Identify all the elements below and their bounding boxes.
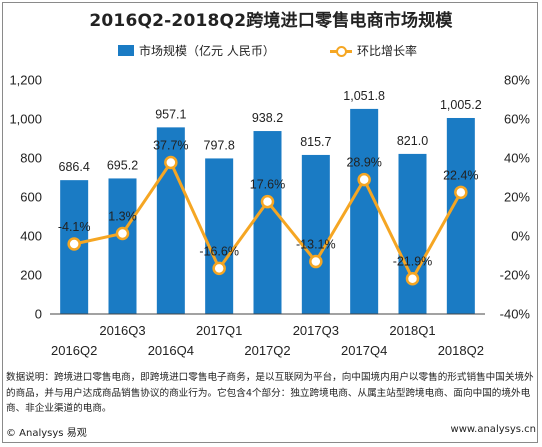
y-right-tick-label: -20% [500, 268, 531, 283]
y-left-tick-label: 400 [20, 229, 42, 244]
growth-rate-label: -13.1% [296, 238, 336, 252]
growth-rate-point [212, 261, 226, 276]
y-left-tick-label: 1,200 [9, 73, 42, 88]
x-tick-label: 2017Q1 [196, 323, 242, 338]
x-tick-label: 2016Q2 [51, 343, 97, 358]
bar [301, 154, 330, 314]
bar [253, 131, 282, 314]
y-right-tick-label: 20% [504, 190, 530, 205]
y-left-tick-label: 1,000 [9, 112, 42, 127]
legend-line-label: 环比增长率 [357, 44, 418, 58]
bar-value-label: 797.8 [204, 138, 235, 152]
growth-rate-point [115, 226, 130, 241]
bar-value-label: 821.0 [397, 134, 428, 148]
bar [156, 127, 185, 314]
growth-rate-point [454, 185, 468, 200]
y-left-tick-label: 600 [20, 190, 42, 205]
bar-value-label: 957.1 [155, 107, 186, 121]
bar [398, 153, 427, 314]
growth-rate-point [67, 237, 81, 251]
legend-item-bar: 市场规模（亿元 人民币） [118, 42, 275, 59]
x-tick-label: 2018Q2 [438, 343, 484, 358]
footer-brand: © Analysys 易观 [6, 428, 87, 439]
x-tick-label: 2018Q1 [389, 323, 435, 338]
x-tick-label: 2017Q3 [293, 323, 339, 338]
growth-rate-label: -4.1% [58, 220, 91, 234]
growth-rate-label: 17.6% [250, 178, 285, 192]
growth-rate-label: -16.6% [199, 244, 239, 258]
growth-rate-label: -21.9% [393, 255, 433, 269]
y-right-tick-label: 60% [504, 112, 530, 127]
y-right-tick-label: 80% [504, 73, 530, 88]
y-left-tick-label: 0 [35, 307, 42, 322]
bar-value-label: 1,051.8 [343, 89, 385, 103]
bar [446, 117, 475, 315]
growth-rate-point [164, 155, 178, 170]
bar [350, 108, 379, 314]
bar-value-label: 1,005.2 [440, 98, 482, 112]
y-right-tick-label: -40% [500, 307, 531, 322]
bar-value-label: 938.2 [252, 111, 283, 125]
growth-rate-label: 37.7% [153, 138, 188, 152]
growth-rate-label: 28.9% [346, 156, 381, 170]
bar [108, 178, 137, 314]
legend-bar-label: 市场规模（亿元 人民币） [139, 44, 275, 58]
x-tick-label: 2016Q4 [148, 343, 194, 358]
footer-url: www.analysys.cn [450, 424, 536, 435]
bar-value-label: 815.7 [300, 135, 331, 149]
growth-rate-label: 22.4% [443, 168, 478, 182]
growth-rate-point [309, 254, 323, 269]
growth-rate-point [405, 271, 420, 286]
growth-rate-point [260, 194, 275, 209]
bar-value-label: 686.4 [59, 160, 90, 174]
y-left-tick-label: 200 [20, 268, 42, 283]
legend-item-line: 环比增长率 [330, 42, 417, 59]
legend-bar-swatch [118, 45, 134, 56]
legend-line-swatch [330, 45, 352, 57]
chart-title: 2016Q2-2018Q2跨境进口零售电商市场规模 [89, 11, 453, 31]
x-tick-label: 2016Q3 [99, 323, 145, 338]
y-right-tick-label: 40% [504, 151, 530, 166]
growth-rate-label: 1.3% [108, 209, 137, 223]
x-tick-label: 2017Q2 [244, 343, 290, 358]
growth-rate-point [357, 172, 371, 187]
x-tick-label: 2017Q4 [341, 343, 387, 358]
y-right-tick-label: 0% [511, 229, 530, 244]
bar [205, 158, 234, 314]
y-left-tick-label: 800 [20, 151, 42, 166]
bar-value-label: 695.2 [107, 158, 138, 172]
data-note: 数据说明：跨境进口零售电商，即跨境进口零售电子商务，是以互联网为平台，向中国境内… [6, 372, 534, 414]
